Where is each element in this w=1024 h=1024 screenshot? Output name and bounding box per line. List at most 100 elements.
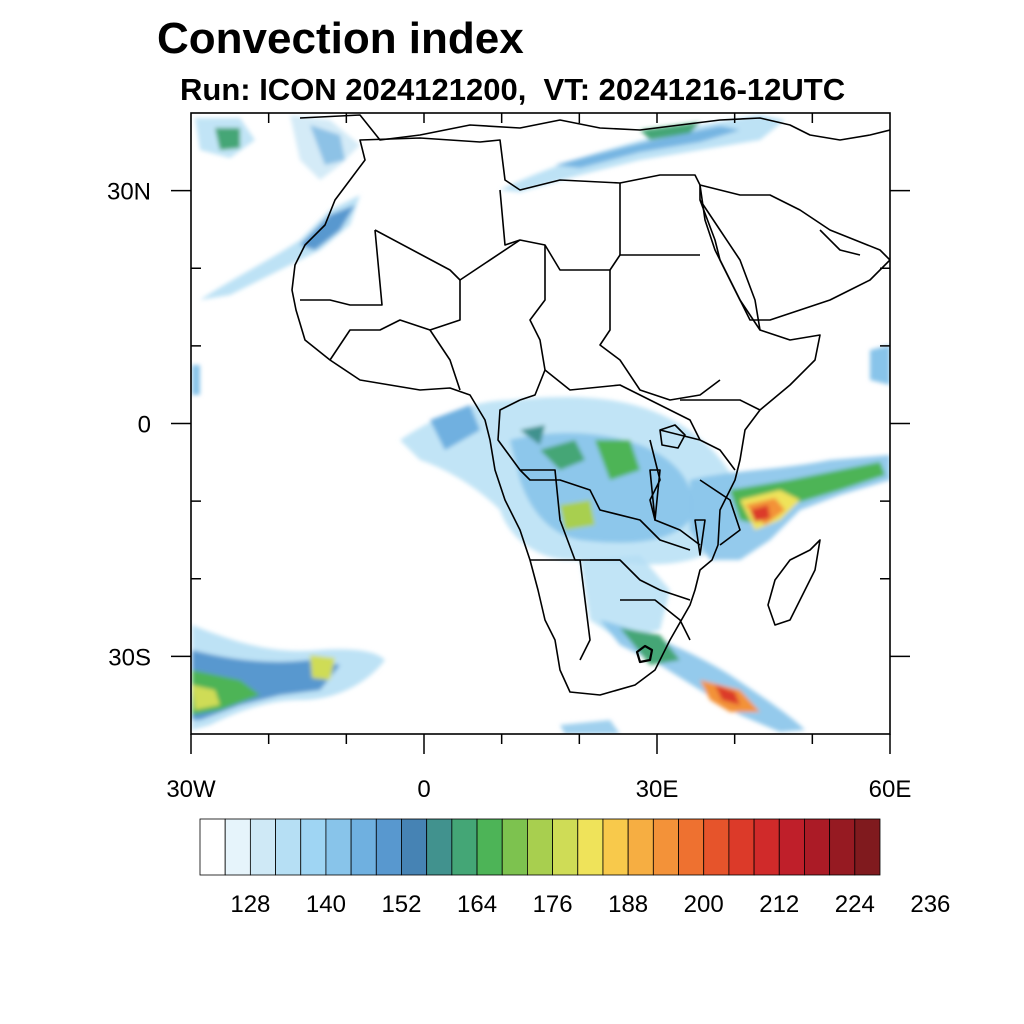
field-nw-corner-core — [215, 128, 240, 150]
colorbar-swatch — [678, 818, 705, 876]
lake-malawi — [694, 519, 706, 556]
lon-label: 0 — [417, 776, 430, 803]
border-7 — [329, 280, 461, 361]
lon-label: 30E — [636, 776, 679, 803]
colorbar-label: 164 — [457, 891, 497, 918]
convection-field — [192, 115, 890, 734]
colorbar-swatch — [854, 818, 881, 876]
field-south-atlantic-yellow — [192, 685, 220, 710]
field-central-green3 — [560, 500, 595, 530]
colorbar-swatch — [275, 818, 302, 876]
lon-label: 60E — [869, 776, 912, 803]
colorbar-swatch — [804, 818, 831, 876]
border-2 — [374, 229, 700, 281]
lon-labels: 30W 0 30E 60E — [166, 776, 911, 803]
colorbar-swatch — [527, 818, 553, 876]
colorbar-swatch — [300, 818, 327, 876]
colorbar-swatch — [753, 818, 780, 876]
colorbar-swatch — [199, 818, 226, 876]
field-south-atlantic-yellow2 — [310, 655, 335, 680]
field-east-red — [750, 505, 770, 522]
border-1 — [300, 229, 383, 306]
lat-label: 0 — [138, 412, 151, 439]
lake-tanganyika — [649, 469, 661, 521]
chart-subtitle: Run: ICON 2024121200, VT: 20241216-12UTC — [180, 72, 846, 107]
colorbar-swatch — [703, 818, 730, 876]
chart-title: Convection index — [157, 14, 524, 63]
colorbar-swatch — [602, 818, 629, 876]
colorbar-label: 224 — [835, 891, 875, 918]
colorbar-swatch — [375, 818, 402, 876]
colorbar-swatch — [728, 818, 755, 876]
field-south-green — [620, 628, 680, 665]
colorbar-swatch — [325, 818, 352, 876]
colorbar — [199, 818, 881, 876]
field-w-edge — [192, 365, 200, 395]
field-central-green2 — [595, 440, 640, 480]
lat-label: 30N — [107, 179, 151, 206]
colorbar-label: 188 — [608, 891, 648, 918]
border-4 — [499, 189, 521, 246]
colorbar-label: 236 — [910, 891, 950, 918]
axis-ticks — [171, 113, 910, 754]
lat-label: 30S — [108, 644, 151, 671]
field-mediterranean — [500, 115, 785, 192]
field-med-green — [640, 122, 700, 140]
field-gulf-guinea — [430, 405, 480, 450]
lake-victoria — [659, 424, 686, 449]
colorbar-swatch — [652, 818, 679, 876]
border-18 — [699, 479, 741, 546]
colorbar-swatch — [350, 818, 377, 876]
field-central-green4 — [520, 425, 545, 445]
border-14 — [620, 599, 691, 641]
field-central-green1 — [540, 440, 585, 470]
colorbar-label: 152 — [381, 891, 421, 918]
border-12 — [530, 559, 591, 661]
field-e-edge — [870, 345, 890, 385]
field-bottom — [560, 720, 620, 734]
coastline-madagascar — [767, 539, 821, 626]
field-southern-africa — [580, 555, 670, 640]
colorbar-swatch — [577, 818, 604, 876]
colorbar-label: 212 — [759, 891, 799, 918]
colorbar-swatch — [829, 818, 856, 876]
border-8 — [429, 329, 461, 391]
lon-label: 30W — [166, 776, 216, 803]
colorbar-labels: 128 140 152 164 176 188 200 212 224 236 — [230, 891, 950, 918]
colorbar-swatch — [501, 818, 528, 876]
colorbar-swatch — [476, 818, 503, 876]
border-6 — [519, 245, 546, 401]
lat-labels: 30N 0 30S — [107, 179, 151, 672]
border-17 — [649, 439, 701, 546]
colorbar-swatch — [552, 818, 579, 876]
border-9 — [544, 369, 701, 441]
colorbar-swatch — [778, 818, 805, 876]
field-nw-africa — [200, 195, 360, 300]
coastline-red-sea — [699, 199, 761, 331]
colorbar-swatch — [249, 818, 276, 876]
colorbar-swatch — [224, 818, 251, 876]
coastline-arabia — [699, 184, 890, 321]
field-mediterranean-core — [555, 126, 740, 168]
coastline-persian-gulf — [819, 229, 861, 256]
colorbar-label: 128 — [230, 891, 270, 918]
border-13 — [590, 559, 691, 601]
colorbar-label: 200 — [684, 891, 724, 918]
border-10 — [497, 399, 691, 551]
field-atlantic-n2 — [310, 125, 345, 165]
border-lesotho — [635, 644, 654, 664]
border-3 — [599, 270, 721, 401]
colorbar-swatch — [451, 818, 478, 876]
colorbar-swatch — [401, 818, 428, 876]
border-15 — [659, 429, 736, 471]
colorbar-label: 140 — [306, 891, 346, 918]
border-16 — [680, 399, 761, 411]
colorbar-swatch — [426, 818, 453, 876]
field-south-red — [715, 685, 740, 705]
coastlines — [291, 114, 890, 696]
colorbar-label: 176 — [533, 891, 573, 918]
colorbar-swatch — [627, 818, 654, 876]
field-nw-africa-core — [300, 205, 355, 250]
coastline-europe — [299, 114, 890, 141]
